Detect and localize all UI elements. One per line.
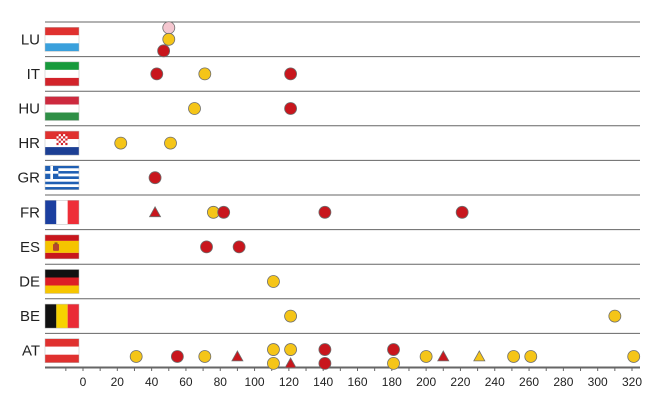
france-flag — [44, 200, 80, 225]
belgium-flag — [44, 303, 80, 329]
data-point — [387, 356, 400, 370]
data-point — [188, 102, 201, 115]
data-point — [608, 309, 622, 323]
data-point — [232, 240, 246, 254]
x-tick-label: 40 — [145, 375, 159, 389]
country-label: GR — [18, 170, 41, 187]
data-point — [284, 67, 297, 81]
x-tick-label: 180 — [382, 375, 402, 389]
data-point — [217, 205, 231, 219]
spain-flag — [44, 234, 80, 260]
data-point — [148, 171, 162, 185]
data-point — [200, 240, 213, 254]
data-point — [198, 67, 212, 81]
x-tick-label: 260 — [519, 375, 539, 389]
greece-flag — [44, 165, 80, 190]
x-tick-label: 120 — [279, 375, 299, 389]
country-label: AT — [22, 343, 40, 360]
rows-layer: LU IT HU HR GR FR ES DE BE AT — [18, 21, 640, 369]
data-point — [267, 356, 280, 370]
row-hr: HR — [18, 130, 640, 161]
data-point — [114, 136, 128, 150]
luxembourg-flag — [44, 27, 80, 52]
x-tick-label: 200 — [416, 375, 436, 389]
x-tick-label: 280 — [553, 375, 573, 389]
row-gr: GR — [18, 165, 640, 196]
data-point-triangle — [473, 350, 486, 362]
x-tick-label: 0 — [80, 375, 87, 389]
country-label: DE — [19, 274, 40, 291]
data-point — [164, 136, 177, 150]
data-point — [318, 356, 332, 370]
hungary-flag — [44, 96, 80, 121]
data-point-triangle — [231, 350, 244, 362]
data-point — [267, 275, 280, 288]
country-label: LU — [21, 31, 40, 48]
croatia-flag — [44, 130, 80, 156]
row-es: ES — [20, 234, 640, 265]
points-layer — [114, 21, 641, 370]
data-point — [198, 350, 212, 363]
row-be: BE — [20, 303, 640, 334]
country-label: FR — [20, 204, 40, 221]
data-point — [387, 343, 400, 356]
data-point — [318, 343, 332, 356]
data-point — [157, 44, 171, 58]
data-point — [284, 102, 297, 115]
data-point — [170, 350, 184, 363]
row-it: IT — [27, 61, 640, 92]
data-point — [507, 350, 521, 363]
x-tick-label: 240 — [485, 375, 505, 389]
country-label: HU — [18, 101, 40, 118]
row-fr: FR — [20, 200, 640, 231]
country-label: IT — [27, 66, 40, 83]
data-point — [318, 205, 332, 219]
data-point-triangle — [437, 350, 450, 362]
x-tick-label: 100 — [245, 375, 265, 389]
data-point — [150, 67, 164, 81]
row-lu: LU — [21, 27, 640, 58]
data-point — [162, 32, 176, 46]
x-axis: 0 20 40 60 80 100 120 140 160 180 200 220 240 260 280 3… — [45, 366, 642, 389]
data-point-triangle — [284, 357, 297, 369]
x-tick-label: 160 — [347, 375, 367, 389]
row-hu: HU — [18, 96, 640, 127]
x-tick-label: 300 — [588, 375, 608, 389]
country-label: BE — [20, 308, 40, 325]
data-point — [284, 309, 297, 323]
x-tick-label: 20 — [111, 375, 125, 389]
data-point-triangle — [148, 205, 162, 218]
row-at: AT — [22, 338, 640, 369]
x-tick-label: 320 — [622, 375, 642, 389]
germany-flag — [44, 269, 80, 294]
x-tick-label: 220 — [450, 375, 470, 389]
data-point — [627, 350, 641, 363]
data-point — [267, 343, 280, 356]
row-de: DE — [19, 269, 640, 300]
data-point — [284, 343, 297, 356]
italy-flag — [44, 61, 80, 87]
x-tick-label: 140 — [313, 375, 333, 389]
data-point — [419, 350, 433, 363]
austria-flag — [44, 338, 80, 363]
country-label: HR — [18, 135, 40, 152]
x-tick-label: 80 — [214, 375, 228, 389]
data-point — [129, 350, 143, 363]
data-point — [524, 350, 538, 363]
x-tick-label: 60 — [179, 375, 193, 389]
data-point — [162, 21, 176, 35]
data-point — [455, 205, 469, 219]
country-label: ES — [20, 239, 40, 256]
